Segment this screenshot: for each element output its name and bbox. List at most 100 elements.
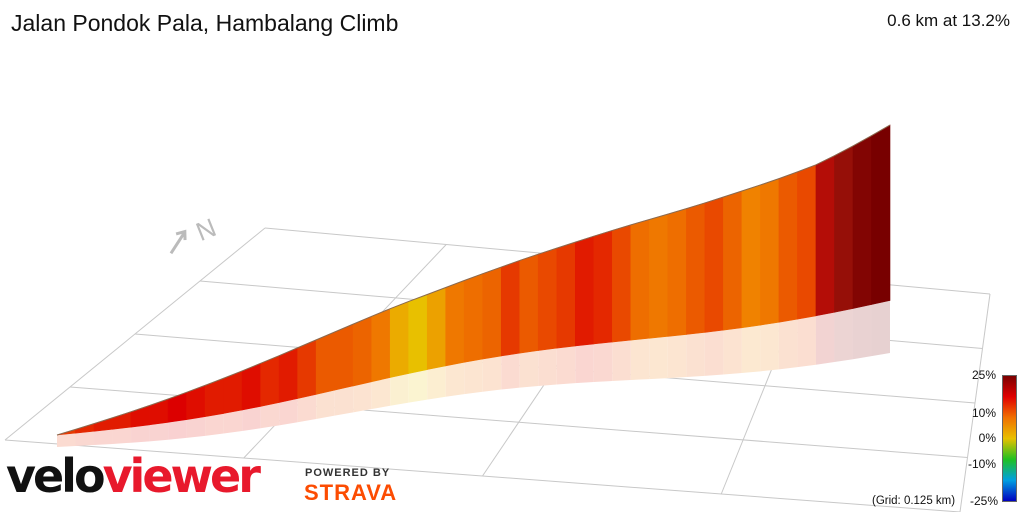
- ground-shadow-segment: [667, 334, 687, 379]
- ground-shadow-segment: [131, 424, 150, 443]
- ground-shadow-segment: [797, 315, 816, 368]
- ground-shadow-segment: [205, 413, 224, 436]
- grid-line: [4, 227, 266, 441]
- ground-shadow-segment: [760, 322, 779, 372]
- ground-shadow-segment: [612, 340, 631, 381]
- elevation-segment: [500, 260, 521, 357]
- ribbon-top-edge: [56, 124, 891, 436]
- elevation-segment: [297, 339, 317, 399]
- elevation-segment: [797, 164, 817, 320]
- legend-tick-minus10: -10%: [967, 457, 996, 471]
- elevation-segment: [649, 213, 669, 339]
- ground-shadow-segment: [353, 381, 372, 413]
- elevation-segment: [852, 135, 872, 309]
- elevation-segment: [463, 273, 484, 363]
- ground-shadow-segment: [501, 353, 520, 390]
- north-arrow-icon: N: [169, 212, 221, 255]
- elevation-segment: [686, 202, 706, 335]
- ground-shadow-segment: [168, 419, 187, 440]
- elevation-segment: [445, 280, 465, 367]
- ground-shadow-segment: [390, 373, 409, 406]
- ground-shadow: [57, 300, 890, 447]
- ground-shadow-segment: [686, 332, 705, 378]
- north-label: N: [192, 212, 221, 247]
- elevation-segment: [537, 247, 558, 351]
- ground-shadow-segment: [297, 394, 317, 423]
- ground-shadow-segment: [556, 345, 576, 385]
- ground-shadow-segment: [519, 350, 539, 388]
- elevation-segment: [186, 384, 206, 420]
- veloviewer-logo: veloviewer: [6, 449, 261, 503]
- elevation-segment: [371, 308, 391, 383]
- elevation-segment: [278, 347, 298, 403]
- ground-shadow-segment: [408, 369, 428, 403]
- ground-shadow-segment: [279, 398, 298, 426]
- legend-tick-25: 25%: [971, 368, 996, 382]
- ground-shadow-segment: [186, 416, 206, 438]
- elevation-segment: [575, 235, 595, 347]
- elevation-segment: [871, 124, 891, 305]
- elevation-segment: [667, 208, 687, 337]
- elevation-segment: [408, 294, 428, 374]
- legend-tick-0: 0%: [978, 431, 996, 445]
- ground-shadow-segment: [630, 338, 650, 381]
- elevation-segment: [723, 190, 743, 331]
- climb-title: Jalan Pondok Pala, Hambalang Climb: [11, 10, 399, 36]
- elevation-segment: [389, 300, 410, 378]
- ground-shadow-segment: [57, 433, 76, 447]
- ground-shadow-segment: [427, 365, 446, 400]
- legend-tick-10: 10%: [971, 406, 996, 420]
- elevation-segment: [334, 323, 354, 391]
- elevation-segment: [612, 224, 632, 343]
- ground-shadow-segment: [334, 385, 354, 416]
- ground-shadow-segment: [593, 341, 613, 383]
- elevation-segment: [593, 230, 613, 345]
- ground-shadow-segment: [316, 390, 335, 419]
- ground-shadow-segment: [723, 327, 742, 375]
- elevation-segment: [630, 219, 650, 341]
- strava-logo: STRAVA: [304, 480, 398, 505]
- powered-by-label: POWERED BY: [305, 467, 391, 479]
- ground-shadow-segment: [575, 343, 594, 384]
- grid-scale-note: (Grid: 0.125 km): [872, 495, 956, 507]
- ground-shadow-segment: [815, 312, 835, 365]
- elevation-ribbon: [56, 124, 891, 436]
- elevation-segment: [93, 417, 113, 432]
- elevation-segment: [426, 287, 447, 370]
- elevation-segment: [778, 171, 798, 323]
- ground-shadow-segment: [242, 406, 261, 432]
- elevation-segment: [260, 355, 280, 407]
- ground-shadow-segment: [834, 308, 853, 363]
- ground-shadow-segment: [852, 304, 872, 360]
- ground-shadow-segment: [871, 300, 890, 357]
- ground-shadow-segment: [649, 336, 668, 380]
- elevation-segment: [741, 184, 761, 329]
- elevation-segment: [167, 391, 187, 423]
- elevation-segment: [352, 315, 372, 387]
- ground-shadow-segment: [223, 410, 243, 434]
- elevation-segment: [315, 331, 335, 395]
- elevation-segment: [482, 266, 502, 360]
- ground-shadow-segment: [75, 431, 95, 447]
- elevation-segment: [760, 178, 780, 326]
- climb-summary: 0.6 km at 13.2%: [887, 11, 1010, 30]
- ground-shadow-segment: [149, 422, 169, 442]
- ground-shadow-segment: [778, 319, 798, 370]
- ground-shadow-segment: [371, 377, 391, 410]
- elevation-segment: [149, 398, 169, 426]
- ground-shadow-segment: [482, 355, 502, 392]
- ground-shadow-segment: [538, 348, 557, 386]
- elevation-segment: [815, 155, 835, 317]
- ground-shadow-segment: [445, 362, 465, 397]
- ground-shadow-segment: [464, 359, 483, 395]
- elevation-segment: [556, 241, 576, 349]
- legend-tick-minus25: -25%: [970, 494, 999, 508]
- ground-shadow-segment: [260, 402, 280, 429]
- grid-line: [959, 293, 991, 512]
- ground-shadow-segment: [94, 429, 113, 446]
- elevation-segment: [834, 145, 854, 313]
- ground-shadow-segment: [741, 325, 761, 374]
- gradient-legend-bar: [1002, 375, 1017, 502]
- elevation-segment: [704, 196, 724, 333]
